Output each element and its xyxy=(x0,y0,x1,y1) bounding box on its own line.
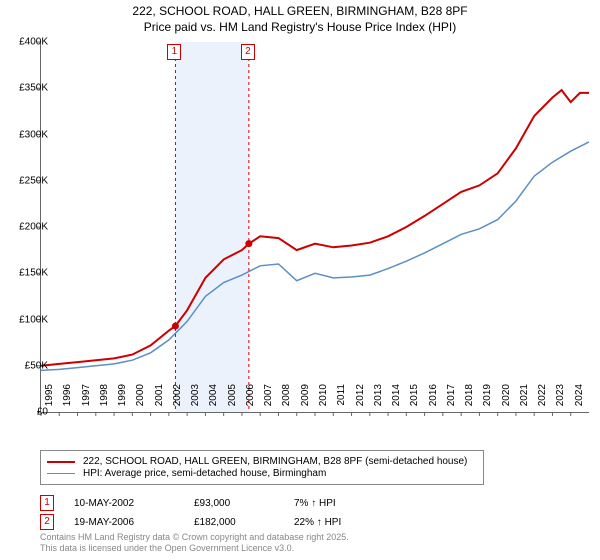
y-tick-label: £100K xyxy=(19,314,48,325)
title-line-2: Price paid vs. HM Land Registry's House … xyxy=(0,20,600,34)
sale-row-marker: 2 xyxy=(40,514,54,530)
sale-row-marker: 1 xyxy=(40,495,54,511)
x-tick-label: 2011 xyxy=(336,384,347,414)
sale-price: £93,000 xyxy=(194,498,274,509)
legend-label: 222, SCHOOL ROAD, HALL GREEN, BIRMINGHAM… xyxy=(83,456,467,467)
x-tick-label: 2002 xyxy=(172,384,183,414)
y-tick-label: £400K xyxy=(19,37,48,48)
sale-marker-dot xyxy=(245,240,252,247)
x-tick-label: 2009 xyxy=(300,384,311,414)
x-tick-label: 2018 xyxy=(464,384,475,414)
x-tick-label: 2019 xyxy=(482,384,493,414)
x-tick-label: 2007 xyxy=(263,384,274,414)
x-tick-label: 2001 xyxy=(154,384,165,414)
sale-marker-dot xyxy=(172,322,179,329)
plot-area xyxy=(40,42,589,413)
x-tick-label: 2014 xyxy=(391,384,402,414)
x-tick-label: 2023 xyxy=(555,384,566,414)
x-tick-label: 1995 xyxy=(44,384,55,414)
series-price_paid xyxy=(41,90,589,366)
legend-item: 222, SCHOOL ROAD, HALL GREEN, BIRMINGHAM… xyxy=(47,456,477,467)
sale-date: 10-MAY-2002 xyxy=(74,498,174,509)
y-tick-label: £200K xyxy=(19,222,48,233)
x-tick-label: 1999 xyxy=(117,384,128,414)
x-tick-label: 1998 xyxy=(99,384,110,414)
legend-swatch xyxy=(47,473,75,474)
x-tick-label: 2020 xyxy=(501,384,512,414)
chart-titles: 222, SCHOOL ROAD, HALL GREEN, BIRMINGHAM… xyxy=(0,0,600,34)
x-tick-label: 1996 xyxy=(62,384,73,414)
highlight-band xyxy=(175,42,248,412)
sale-row: 2 19-MAY-2006 £182,000 22% ↑ HPI xyxy=(40,514,394,530)
footer-line-1: Contains HM Land Registry data © Crown c… xyxy=(40,532,349,543)
x-tick-label: 2003 xyxy=(190,384,201,414)
x-tick-label: 2010 xyxy=(318,384,329,414)
legend-swatch xyxy=(47,461,75,463)
plot-svg xyxy=(41,42,589,412)
sale-marker-label: 2 xyxy=(241,44,255,60)
y-tick-label: £150K xyxy=(19,268,48,279)
y-tick-label: £350K xyxy=(19,83,48,94)
y-tick-label: £250K xyxy=(19,175,48,186)
x-tick-label: 2004 xyxy=(208,384,219,414)
footer-line-2: This data is licensed under the Open Gov… xyxy=(40,543,349,554)
x-tick-label: 2008 xyxy=(281,384,292,414)
x-tick-label: 2006 xyxy=(245,384,256,414)
x-tick-label: 2016 xyxy=(428,384,439,414)
legend-label: HPI: Average price, semi-detached house,… xyxy=(83,468,326,479)
x-tick-label: 2024 xyxy=(574,384,585,414)
sale-date: 19-MAY-2006 xyxy=(74,517,174,528)
sales-table: 1 10-MAY-2002 £93,000 7% ↑ HPI 2 19-MAY-2006 £… xyxy=(40,492,394,533)
y-tick-label: £300K xyxy=(19,129,48,140)
sale-row: 1 10-MAY-2002 £93,000 7% ↑ HPI xyxy=(40,495,394,511)
x-tick-label: 1997 xyxy=(81,384,92,414)
legend: 222, SCHOOL ROAD, HALL GREEN, BIRMINGHAM… xyxy=(40,450,484,485)
sale-delta: 7% ↑ HPI xyxy=(294,498,374,509)
title-line-1: 222, SCHOOL ROAD, HALL GREEN, BIRMINGHAM… xyxy=(0,4,600,18)
sale-marker-label: 1 xyxy=(167,44,181,60)
legend-item: HPI: Average price, semi-detached house,… xyxy=(47,468,477,479)
sale-price: £182,000 xyxy=(194,517,274,528)
x-tick-label: 2005 xyxy=(227,384,238,414)
footer-attribution: Contains HM Land Registry data © Crown c… xyxy=(40,532,349,554)
x-tick-label: 2017 xyxy=(446,384,457,414)
x-tick-label: 2021 xyxy=(519,384,530,414)
x-tick-label: 2012 xyxy=(355,384,366,414)
x-tick-label: 2000 xyxy=(135,384,146,414)
series-hpi xyxy=(41,142,589,371)
sale-delta: 22% ↑ HPI xyxy=(294,517,374,528)
chart-container: 222, SCHOOL ROAD, HALL GREEN, BIRMINGHAM… xyxy=(0,0,600,560)
x-tick-label: 2013 xyxy=(373,384,384,414)
x-tick-label: 2015 xyxy=(409,384,420,414)
y-tick-label: £50K xyxy=(25,360,48,371)
x-tick-label: 2022 xyxy=(537,384,548,414)
